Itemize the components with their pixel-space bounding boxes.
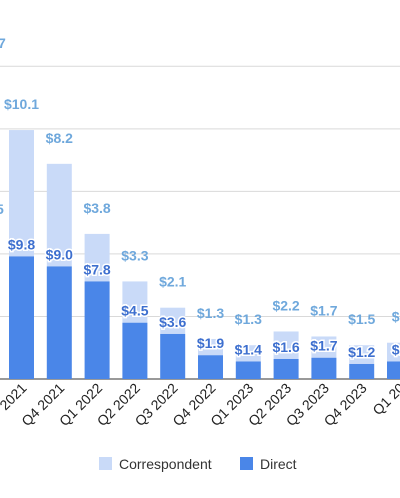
data-label-direct: $7.8 (83, 261, 110, 277)
bars (9, 130, 400, 379)
bar-correspondent (84, 233, 110, 282)
data-label-direct: $1 (392, 341, 400, 357)
cut-off-label-inner: 5 (0, 201, 4, 217)
data-label-correspondent: $1.5 (348, 311, 375, 327)
data-label-correspondent: $1.3 (235, 311, 262, 327)
data-label-correspondent: $8.2 (46, 130, 73, 146)
bar-direct (349, 363, 375, 379)
bar-direct (235, 361, 261, 379)
data-label-correspondent: $1.3 (197, 305, 224, 321)
bar-direct (198, 355, 223, 379)
bar-direct (273, 358, 299, 379)
bar-correspondent (198, 338, 223, 356)
bar-direct (9, 256, 34, 379)
data-label-direct: $4.5 (121, 303, 148, 319)
x-tick-label: Q1 20 (369, 380, 400, 418)
data-label-direct: $9.0 (46, 246, 73, 262)
bar-correspondent (46, 163, 72, 267)
data-label-correspondent: $1 (392, 309, 400, 325)
bar-correspondent (349, 345, 375, 364)
data-label-direct: $1.2 (348, 344, 375, 360)
legend-swatch-direct (240, 457, 253, 470)
bar-correspondent (311, 336, 337, 358)
data-label-direct: $1.7 (310, 338, 337, 354)
data-label-direct: $1.6 (272, 339, 299, 355)
data-label-correspondent: $3.8 (83, 200, 110, 216)
data-label-correspondent: $1.7 (310, 302, 337, 318)
data-label-correspondent: $10.1 (4, 96, 39, 112)
bar-direct (84, 281, 110, 379)
data-label-correspondent: $3.3 (121, 247, 148, 263)
data-label-direct: $1.9 (197, 335, 224, 351)
legend-swatch-correspondent (99, 457, 112, 470)
data-label-direct: $1.4 (235, 341, 262, 357)
legend: Correspondent Direct (99, 456, 297, 472)
x-tick-label: 2021 (0, 380, 30, 413)
data-label-direct: $9.8 (8, 236, 35, 252)
bar-correspondent (122, 281, 148, 323)
data-label-correspondent: $2.1 (159, 274, 186, 290)
bar-direct (122, 322, 148, 379)
data-label-correspondent: $2.2 (272, 297, 299, 313)
bar-correspondent (273, 331, 299, 359)
legend-label-correspondent: Correspondent (119, 456, 212, 472)
bar-direct (311, 357, 337, 379)
bar-direct (160, 333, 186, 379)
cut-off-label-top: 7 (0, 35, 6, 51)
data-label-direct: $3.6 (159, 314, 186, 330)
bar-correspondent (9, 130, 34, 257)
legend-label-direct: Direct (260, 456, 297, 472)
bar-correspondent (235, 345, 261, 362)
bar-direct (46, 266, 72, 379)
bar-correspondent (387, 342, 400, 362)
bar-direct (387, 361, 400, 379)
data-labels: $10.1 $9.8 $8.2 $9.0 $3.8 $7.8 $3.3 $4.5 $2.1 $3.… (4, 96, 400, 361)
bar-correspondent (160, 307, 186, 334)
